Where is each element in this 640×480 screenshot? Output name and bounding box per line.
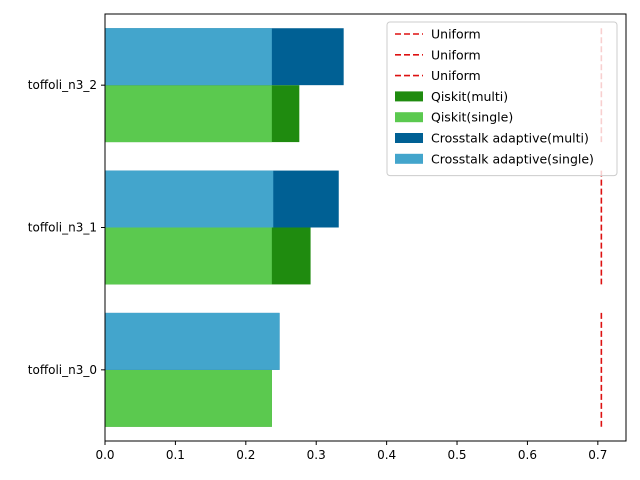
x-tick-label-5: 0.5 [447,448,466,462]
legend-swatch-3 [395,91,423,102]
legend-swatch-5 [395,133,423,143]
x-tick-label-3: 0.3 [307,448,326,462]
legend-swatch-4 [395,112,423,123]
bar-qiskit-single--0 [105,369,272,427]
legend-label-3: Qiskit(multi) [431,89,508,104]
bar-crosstalk-adaptive-single--2 [105,28,272,86]
x-tick-label-7: 0.7 [588,448,607,462]
bar-qiskit-single--1 [105,227,272,285]
axes: 0.0 0.1 0.2 0.3 0.4 0.5 0.6 0.7 toffoli_n3_0 toff… [28,13,627,462]
legend-box [386,21,618,177]
x-tick-label-1: 0.1 [166,448,185,462]
x-tick-label-6: 0.6 [518,448,537,462]
y-tick-label-2: toffoli_n3_2 [28,78,97,92]
legend-swatch-6 [395,153,423,164]
x-tick-label-2: 0.2 [236,448,255,462]
legend-label-6: Crosstalk adaptive(single) [431,151,594,166]
y-tick-label-0: toffoli_n3_0 [28,363,97,377]
legend-label-4: Qiskit(single) [431,110,513,125]
legend-label-2: Uniform [431,68,481,83]
legend-label-1: Uniform [431,47,481,62]
bar-crosstalk-adaptive-single--0 [105,312,280,370]
legend-label-5: Crosstalk adaptive(multi) [431,131,589,146]
bar-crosstalk-adaptive-single--1 [105,170,274,228]
x-tick-label-4: 0.4 [377,448,396,462]
bars-layer [105,28,344,427]
legend: Uniform Uniform Uniform Qiskit(multi) Qiskit… [386,21,618,177]
bar-qiskit-single--2 [105,85,272,143]
y-tick-label-1: toffoli_n3_1 [28,221,97,235]
x-tick-label-0: 0.0 [95,448,114,462]
legend-label-0: Uniform [431,27,481,42]
